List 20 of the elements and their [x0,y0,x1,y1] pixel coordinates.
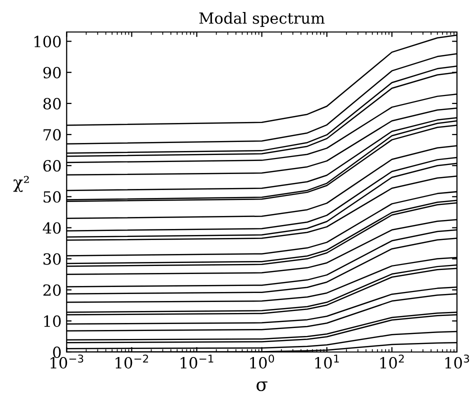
y-tick-label: 50 [44,191,61,203]
y-tick-label: 90 [43,66,61,78]
x-tick-label: 10$^{−1}$ [180,354,214,369]
x-tick-label: 10$^{3}$ [445,354,470,369]
y-tick-label: 60 [43,160,61,172]
y-tick-label: 0 [53,346,61,358]
x-axis-title: σ [256,382,268,392]
x-tick-label: 10$^{1}$ [315,354,339,369]
y-tick-label: 10 [44,315,61,327]
x-tick-label: 10$^{2}$ [380,354,404,369]
y-tick-label: 70 [44,128,61,141]
y-tick-label: 30 [44,253,61,265]
y-axis-title: χ² [13,176,29,192]
y-tick-label: 40 [42,222,61,234]
y-tick-label: 80 [43,98,61,110]
x-tick-label: 10$^{−2}$ [116,354,148,369]
y-tick-label: 100 [34,36,61,48]
y-tick-label: 20 [43,284,61,296]
chart-title: Modal spectrum [199,12,325,27]
x-tick-label: 10$^{0}$ [250,354,274,369]
